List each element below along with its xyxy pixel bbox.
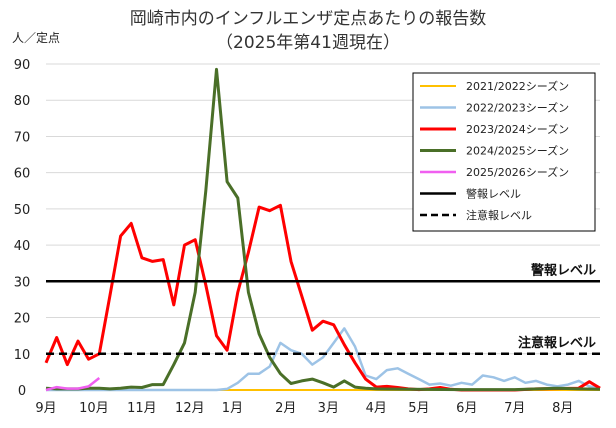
x-tick-label: 2月 xyxy=(275,401,296,416)
y-tick-label: 40 xyxy=(14,239,31,254)
y-tick-label: 0 xyxy=(18,384,26,399)
legend: 2021/2022シーズン 2022/2023シーズン 2023/2024シーズン 2… xyxy=(412,72,596,232)
x-tick-label: 12月 xyxy=(175,401,205,416)
legend-label-3: 2024/2025シーズン xyxy=(466,144,569,158)
y-tick-label: 10 xyxy=(14,348,31,363)
legend-label-4: 2025/2026シーズン xyxy=(466,165,569,179)
chart-subtitle: （2025年第41週現在） xyxy=(216,33,400,53)
x-tick-label: 8月 xyxy=(552,401,573,416)
series-line-1 xyxy=(46,327,601,392)
x-tick-label: 1月 xyxy=(222,401,243,416)
legend-label-0: 2021/2022シーズン xyxy=(466,79,569,93)
series-lines xyxy=(44,67,601,392)
series-line-4 xyxy=(45,377,101,392)
y-tick-label: 20 xyxy=(14,312,31,327)
x-axis-ticks: 9月 10月 11月 12月 1月 2月 3月 4月 5月 6月 7月 8月 xyxy=(35,401,573,416)
x-tick-label: 10月 xyxy=(79,401,109,416)
y-tick-label: 50 xyxy=(14,203,31,218)
y-tick-label: 80 xyxy=(14,94,31,109)
x-tick-label: 6月 xyxy=(456,401,477,416)
x-tick-label: 5月 xyxy=(408,401,429,416)
x-tick-label: 11月 xyxy=(127,401,157,416)
series-line-3 xyxy=(45,67,601,392)
level-annotation-1: 注意報レベル xyxy=(518,335,596,351)
chart-title: 岡崎市内のインフルエンザ定点あたりの報告数 xyxy=(130,9,487,29)
y-axis-ticks: 0 10 20 30 40 50 60 70 80 90 xyxy=(14,58,31,399)
level-annotation-0: 警報レベル xyxy=(531,262,596,278)
y-tick-label: 90 xyxy=(14,58,31,73)
y-tick-label: 30 xyxy=(14,275,31,290)
legend-label-2: 2023/2024シーズン xyxy=(466,122,569,136)
x-tick-label: 4月 xyxy=(366,401,387,416)
legend-label-5: 警報レベル xyxy=(466,187,521,201)
x-tick-label: 3月 xyxy=(318,401,339,416)
x-tick-label: 9月 xyxy=(35,401,56,416)
legend-label-1: 2022/2023シーズン xyxy=(466,101,569,115)
legend-label-6: 注意報レベル xyxy=(466,208,532,222)
x-tick-label: 7月 xyxy=(504,401,525,416)
y-tick-label: 60 xyxy=(14,167,31,182)
y-tick-label: 70 xyxy=(14,130,31,145)
y-axis-label: 人／定点 xyxy=(12,30,60,45)
